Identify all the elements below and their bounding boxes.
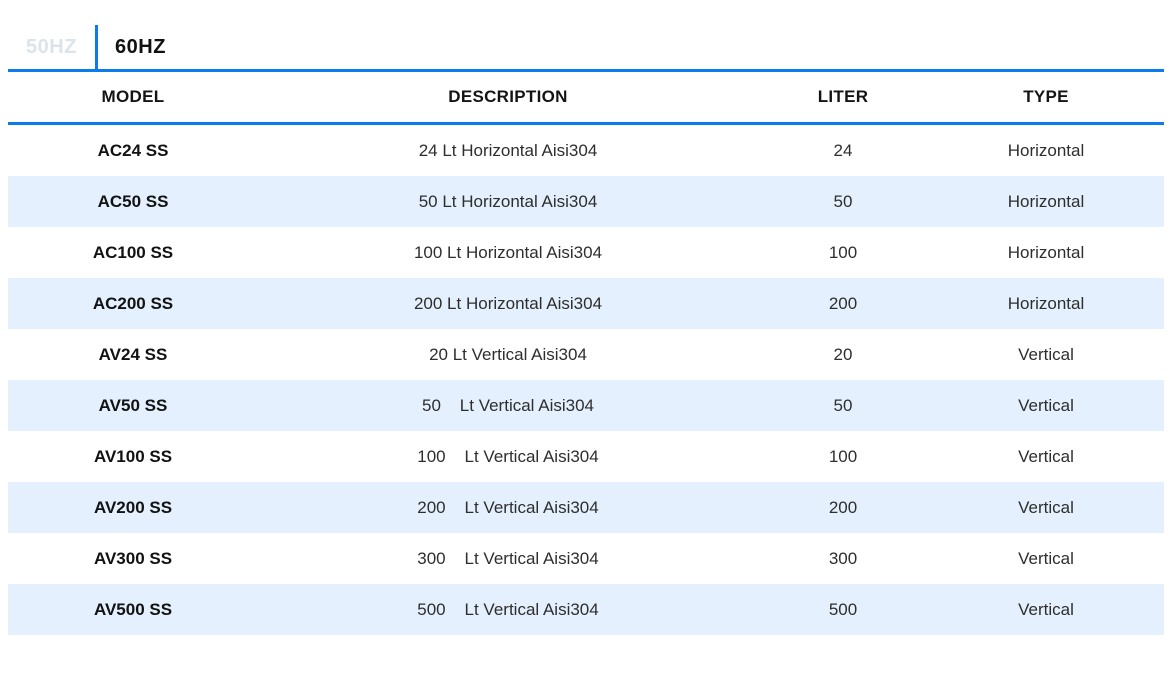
table-row: AV300 SS 300 Lt Vertical Aisi304 300 Ver… [8, 533, 1164, 584]
tab-60hz[interactable]: 60HZ [115, 35, 166, 58]
cell-description: 200 Lt Vertical Aisi304 [417, 497, 599, 517]
cell-model: AV300 SS [93, 548, 173, 568]
cell-model: AC200 SS [92, 293, 174, 313]
cell-model: AV500 SS [93, 599, 173, 619]
cell-description: 50 Lt Horizontal Aisi304 [418, 191, 598, 211]
cell-liter: 200 [828, 497, 858, 517]
frequency-tabbar: 50HZ 60HZ [8, 25, 1164, 72]
column-header-liter: LITER [758, 72, 928, 125]
cell-type: Horizontal [1007, 242, 1085, 262]
table-row: AC100 SS 100 Lt Horizontal Aisi304 100 H… [8, 227, 1164, 278]
cell-type: Vertical [1018, 548, 1074, 568]
table-row: AV50 SS 50 Lt Vertical Aisi304 50 Vertic… [8, 380, 1164, 431]
cell-model: AV200 SS [93, 497, 173, 517]
cell-description: 100 Lt Horizontal Aisi304 [413, 242, 603, 262]
table-row: AC24 SS 24 Lt Horizontal Aisi304 24 Hori… [8, 124, 1164, 177]
cell-description: 24 Lt Horizontal Aisi304 [418, 140, 598, 160]
cell-description: 500 Lt Vertical Aisi304 [417, 599, 599, 619]
cell-description: 100 Lt Vertical Aisi304 [417, 446, 599, 466]
cell-liter: 100 [828, 446, 858, 466]
cell-liter: 20 [833, 344, 853, 364]
cell-model: AC24 SS [97, 140, 169, 160]
cell-type: Horizontal [1007, 293, 1085, 313]
cell-model: AV50 SS [98, 395, 168, 415]
table-row: AV500 SS 500 Lt Vertical Aisi304 500 Ver… [8, 584, 1164, 635]
table-header-row: MODEL DESCRIPTION LITER TYPE [8, 72, 1164, 125]
table-row: AV100 SS 100 Lt Vertical Aisi304 100 Ver… [8, 431, 1164, 482]
cell-type: Vertical [1018, 497, 1074, 517]
cell-model: AC50 SS [97, 191, 169, 211]
table-row: AC200 SS 200 Lt Horizontal Aisi304 200 H… [8, 278, 1164, 329]
cell-description: 50 Lt Vertical Aisi304 [422, 395, 594, 415]
tab-divider [95, 25, 98, 69]
table-row: AV24 SS 20 Lt Vertical Aisi304 20 Vertic… [8, 329, 1164, 380]
cell-model: AV24 SS [98, 344, 168, 364]
cell-liter: 300 [828, 548, 858, 568]
cell-liter: 24 [833, 140, 853, 160]
cell-type: Vertical [1018, 344, 1074, 364]
cell-description: 300 Lt Vertical Aisi304 [417, 548, 599, 568]
column-header-description: DESCRIPTION [258, 72, 758, 125]
cell-type: Horizontal [1007, 140, 1085, 160]
cell-liter: 200 [828, 293, 858, 313]
cell-type: Horizontal [1007, 191, 1085, 211]
cell-description: 200 Lt Horizontal Aisi304 [413, 293, 603, 313]
table-row: AV200 SS 200 Lt Vertical Aisi304 200 Ver… [8, 482, 1164, 533]
tab-50hz[interactable]: 50HZ [26, 35, 77, 58]
cell-liter: 500 [828, 599, 858, 619]
cell-type: Vertical [1018, 599, 1074, 619]
table-row: AC50 SS 50 Lt Horizontal Aisi304 50 Hori… [8, 176, 1164, 227]
cell-description: 20 Lt Vertical Aisi304 [429, 344, 587, 364]
cell-type: Vertical [1018, 395, 1074, 415]
column-header-model: MODEL [8, 72, 258, 125]
product-table: MODEL DESCRIPTION LITER TYPE AC24 SS 24 … [8, 72, 1164, 635]
cell-model: AC100 SS [92, 242, 174, 262]
table-body: AC24 SS 24 Lt Horizontal Aisi304 24 Hori… [8, 124, 1164, 635]
cell-liter: 50 [833, 191, 853, 211]
cell-liter: 100 [828, 242, 858, 262]
cell-model: AV100 SS [93, 446, 173, 466]
column-header-type: TYPE [928, 72, 1164, 125]
cell-liter: 50 [833, 395, 853, 415]
cell-type: Vertical [1018, 446, 1074, 466]
